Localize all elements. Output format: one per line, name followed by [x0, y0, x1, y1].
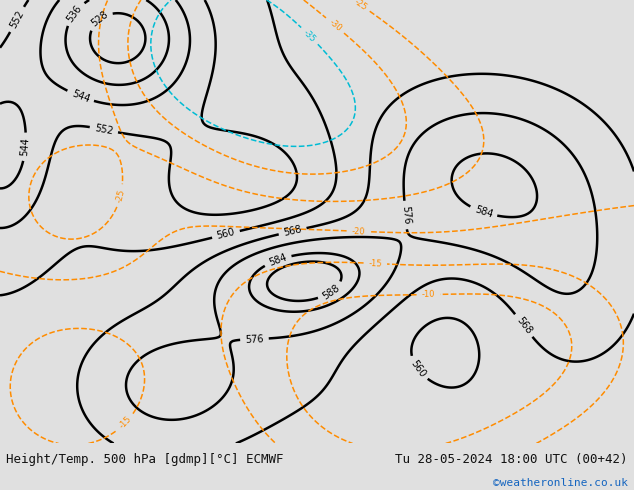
- Text: 584: 584: [268, 252, 288, 268]
- Text: 552: 552: [8, 9, 26, 30]
- Text: 588: 588: [320, 282, 341, 301]
- Text: Tu 28-05-2024 18:00 UTC (00+42): Tu 28-05-2024 18:00 UTC (00+42): [395, 453, 628, 466]
- Text: 552: 552: [94, 123, 114, 136]
- Text: -25: -25: [352, 0, 368, 12]
- Text: -15: -15: [117, 415, 133, 431]
- Text: 576: 576: [400, 205, 411, 225]
- Text: 544: 544: [70, 88, 91, 104]
- Text: 528: 528: [89, 10, 110, 29]
- Text: -20: -20: [351, 226, 365, 236]
- Text: -30: -30: [327, 18, 343, 33]
- Text: -15: -15: [368, 259, 382, 269]
- Text: 568: 568: [514, 315, 533, 336]
- Text: -25: -25: [115, 188, 126, 203]
- Text: 584: 584: [473, 204, 494, 220]
- Text: 568: 568: [283, 224, 302, 238]
- Text: 536: 536: [65, 3, 84, 24]
- Text: -10: -10: [422, 290, 435, 299]
- Text: -35: -35: [302, 28, 318, 44]
- Text: ©weatheronline.co.uk: ©weatheronline.co.uk: [493, 478, 628, 488]
- Text: 576: 576: [245, 334, 264, 344]
- Text: 560: 560: [408, 358, 427, 379]
- Text: 560: 560: [216, 227, 236, 242]
- Text: 544: 544: [20, 137, 31, 156]
- Text: Height/Temp. 500 hPa [gdmp][°C] ECMWF: Height/Temp. 500 hPa [gdmp][°C] ECMWF: [6, 453, 284, 466]
